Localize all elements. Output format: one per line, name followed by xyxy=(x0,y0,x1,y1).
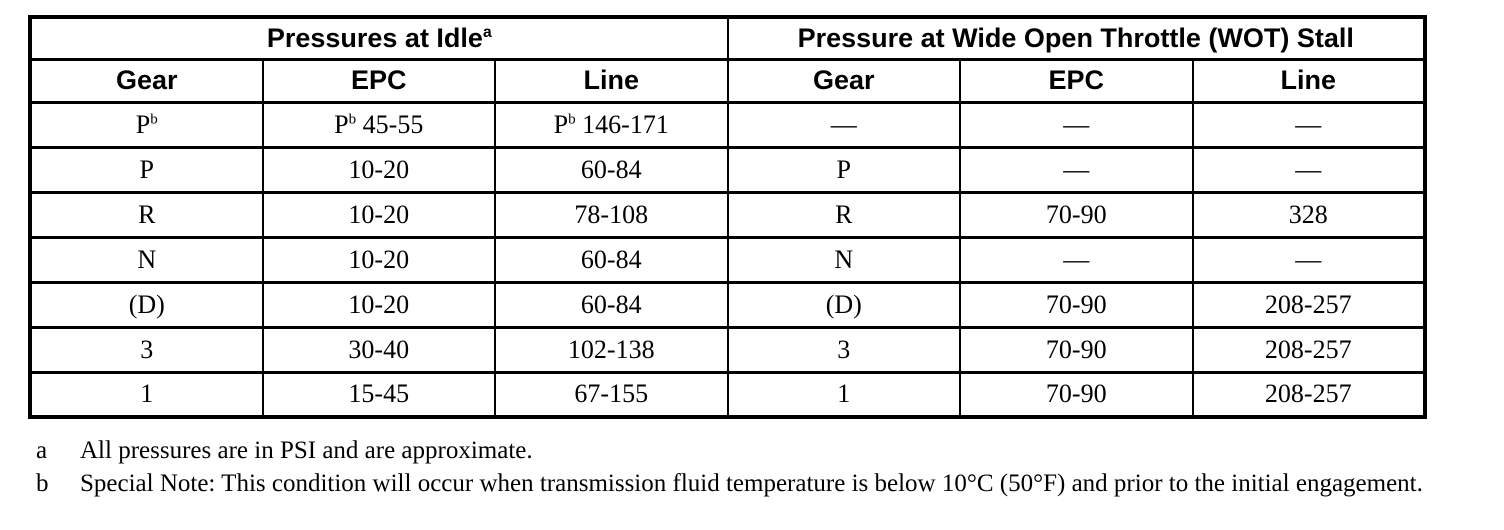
table-row: Pb Pb 45-55 Pb 146-171— — — xyxy=(29,100,1426,149)
footnote-ref-b: b xyxy=(568,110,576,127)
table-cell: 60-84 xyxy=(494,145,729,194)
footnote-a-text: All pressures are in PSI and are approxi… xyxy=(80,437,533,464)
section-header-idle-label: Pressures at Idle xyxy=(266,22,483,53)
table-cell: — xyxy=(959,100,1194,149)
table-cell: 60-84 xyxy=(494,235,729,284)
table-cell: 70-90 xyxy=(959,190,1194,239)
table-cell: Pb 45-55 xyxy=(261,100,496,149)
table-cell: — xyxy=(959,235,1194,284)
table-cell: P xyxy=(726,145,961,194)
column-header-line-idle: Line xyxy=(494,57,729,104)
table-cell: 70-90 xyxy=(959,370,1194,419)
table-cell: P xyxy=(29,145,264,194)
table-cell: 70-90 xyxy=(959,325,1194,374)
column-header-line-wot: Line xyxy=(1191,57,1426,104)
table-cell: 102-138 xyxy=(494,325,729,374)
table-cell: 1 xyxy=(726,370,961,419)
table-cell: R xyxy=(726,190,961,239)
table-cell: 15-45 xyxy=(261,370,496,419)
column-header-gear-idle: Gear xyxy=(29,57,264,104)
table-row: 3 30-40 102-138 3 70-90 208-257 xyxy=(29,325,1426,374)
table-cell: Pb xyxy=(29,100,264,149)
table-cell: (D) xyxy=(29,280,264,329)
pressure-table: Pressures at Idlea Pressure at Wide Open… xyxy=(28,15,1427,419)
table-row: (D) 10-20 60-84 (D) 70-90 208-257 xyxy=(29,280,1426,329)
table-cell: (D) xyxy=(726,280,961,329)
table-row: 1 15-45 67-155 1 70-90 208-257 xyxy=(29,370,1426,419)
table-cell: 70-90 xyxy=(959,280,1194,329)
table-cell: — xyxy=(726,100,961,149)
table-cell: 30-40 xyxy=(261,325,496,374)
table-cell: 10-20 xyxy=(261,235,496,284)
section-header-row: Pressures at Idlea Pressure at Wide Open… xyxy=(29,15,1426,61)
column-header-epc-wot: EPC xyxy=(959,57,1194,104)
table-cell: N xyxy=(726,235,961,284)
table-cell: — xyxy=(1191,235,1426,284)
table-cell: 3 xyxy=(726,325,961,374)
footnote-ref-b: b xyxy=(348,110,357,127)
table-cell: Pb 146-171 xyxy=(494,100,729,149)
table-row: R 10-20 78-108 R 70-90 328 xyxy=(29,190,1426,239)
table-cell: 67-155 xyxy=(494,370,729,419)
footnote-b: b Special Note: This condition will occu… xyxy=(36,467,1468,500)
table-cell: 328 xyxy=(1191,190,1426,239)
section-header-wot: Pressure at Wide Open Throttle (WOT) Sta… xyxy=(726,15,1426,61)
footnote-a-marker: a xyxy=(36,437,48,464)
section-header-idle: Pressures at Idlea xyxy=(29,15,729,61)
table-cell: 208-257 xyxy=(1191,280,1426,329)
table-cell: R xyxy=(29,190,264,239)
table-cell: 208-257 xyxy=(1191,325,1426,374)
table-cell: 60-84 xyxy=(494,280,729,329)
table-cell: 10-20 xyxy=(261,190,496,239)
section-header-wot-label: Pressure at Wide Open Throttle (WOT) Sta… xyxy=(797,22,1354,53)
table-cell: 10-20 xyxy=(261,280,496,329)
footnote-a: a All pressures are in PSI and are appro… xyxy=(36,434,1468,467)
footnote-ref-b: b xyxy=(150,110,158,127)
table-cell: — xyxy=(959,145,1194,194)
table-cell: N xyxy=(29,235,264,284)
column-header-gear-wot: Gear xyxy=(726,57,961,104)
table-row: N 10-20 60-84 N — — xyxy=(29,235,1426,284)
column-header-row: Gear EPC Line Gear EPC Line xyxy=(29,57,1426,104)
table-row: P 10-20 60-84 P — — xyxy=(29,145,1426,194)
footnote-ref-a: a xyxy=(482,23,492,41)
table-cell: 208-257 xyxy=(1191,370,1426,419)
footnotes: a All pressures are in PSI and are appro… xyxy=(36,434,1468,500)
table-cell: 1 xyxy=(29,370,264,419)
footnote-b-marker: b xyxy=(36,470,49,497)
footnote-b-text: Special Note: This condition will occur … xyxy=(80,470,1423,497)
table-cell: — xyxy=(1191,145,1426,194)
column-header-epc-idle: EPC xyxy=(261,57,496,104)
table-body: Pb Pb 45-55 Pb 146-171— — — P 10-20 60-84 P — — R 10… xyxy=(29,100,1426,419)
table-cell: 10-20 xyxy=(261,145,496,194)
table-cell: 78-108 xyxy=(494,190,729,239)
table-cell: 3 xyxy=(29,325,264,374)
table-cell: — xyxy=(1191,100,1426,149)
